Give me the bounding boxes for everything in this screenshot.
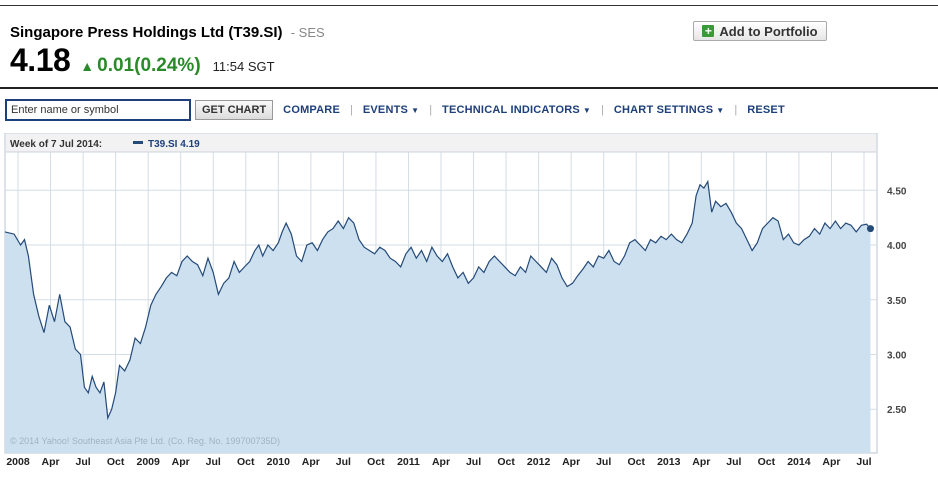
x-tick-year-label: 2009: [136, 456, 160, 468]
last-price-marker: [866, 225, 874, 233]
exchange-label: - SES: [290, 25, 325, 40]
x-tick-month-label: Apr: [692, 456, 710, 468]
legend-week-label: Week of 7 Jul 2014:: [10, 139, 102, 150]
add-to-portfolio-label: Add to Portfolio: [719, 23, 818, 39]
x-tick-year-label: 2013: [657, 456, 681, 468]
get-chart-button[interactable]: GET CHART: [195, 100, 274, 120]
x-tick-month-label: Apr: [172, 456, 190, 468]
x-tick-year-label: 2012: [527, 456, 551, 468]
x-tick-month-label: Jul: [76, 456, 91, 468]
x-tick-month-label: Oct: [367, 456, 385, 468]
up-arrow-icon: ▲: [80, 58, 95, 74]
x-tick-year-label: 2011: [397, 456, 420, 468]
chart-settings-label: CHART SETTINGS: [613, 104, 714, 116]
chevron-down-icon: ▼: [582, 106, 592, 115]
x-tick-month-label: Jul: [856, 456, 871, 468]
reset-link[interactable]: RESET: [747, 104, 785, 116]
price-row: 4.18 ▲ 0.01 (0.24%) 11:54 SGT: [10, 42, 275, 78]
y-tick-label: 4.50: [887, 186, 907, 197]
chevron-down-icon: ▼: [411, 106, 420, 115]
top-rule: [0, 5, 938, 6]
compare-link[interactable]: COMPARE: [283, 104, 340, 116]
events-label: EVENTS: [362, 104, 409, 116]
company-name: Singapore Press Holdings Ltd (T39.SI): [10, 24, 283, 41]
events-menu[interactable]: EVENTS ▼: [363, 104, 419, 116]
toolbar-separator: |: [601, 104, 604, 116]
chart-settings-menu[interactable]: CHART SETTINGS ▼: [614, 104, 724, 116]
y-tick-label: 3.00: [887, 350, 907, 361]
x-tick-month-label: Oct: [627, 456, 645, 468]
x-axis-ticks: 2008 Apr Jul Oct 2009 Apr Jul Oct 2010 Apr Jul Oct 2…: [6, 456, 871, 468]
technical-indicators-menu[interactable]: TECHNICAL INDICATORS ▼: [442, 104, 591, 116]
x-tick-month-label: Apr: [562, 456, 580, 468]
x-tick-year-label: 2010: [267, 456, 291, 468]
price-chart: 2.50 3.00 3.50 4.00 4.50 2008 Apr Jul Oct 2009 Ap…: [0, 132, 938, 472]
header-divider: [0, 87, 938, 89]
legend-swatch: [133, 141, 143, 144]
x-tick-month-label: Apr: [302, 456, 320, 468]
legend-bar: [6, 134, 876, 152]
x-tick-month-label: Jul: [206, 456, 221, 468]
legend-series-label: T39.SI 4.19: [148, 139, 200, 150]
toolbar-separator: |: [734, 104, 738, 116]
x-tick-month-label: Oct: [497, 456, 515, 468]
price-chart-svg: 2.50 3.00 3.50 4.00 4.50 2008 Apr Jul Oct 2009 Ap…: [4, 132, 907, 468]
chevron-down-icon: ▼: [716, 106, 725, 115]
change-value: 0.01: [97, 55, 135, 76]
technical-indicators-label: TECHNICAL INDICATORS: [442, 104, 580, 116]
x-tick-month-label: Jul: [596, 456, 611, 468]
plus-icon: +: [702, 25, 715, 37]
price-line: [4, 179, 871, 421]
x-tick-month-label: Apr: [42, 456, 60, 468]
y-tick-label: 4.00: [887, 241, 907, 252]
symbol-search-input[interactable]: [5, 99, 191, 121]
x-tick-month-label: Apr: [822, 456, 840, 468]
add-to-portfolio-button[interactable]: + Add to Portfolio: [693, 21, 827, 41]
change-percent: (0.24%): [134, 55, 201, 76]
copyright-text: © 2014 Yahoo! Southeast Asia Pte Ltd. (C…: [10, 436, 280, 446]
y-tick-label: 3.50: [887, 296, 907, 307]
x-tick-month-label: Oct: [107, 456, 125, 468]
toolbar-separator: |: [349, 104, 353, 116]
y-axis-ticks: 2.50 3.00 3.50 4.00 4.50: [887, 186, 907, 416]
x-tick-month-label: Apr: [432, 456, 450, 468]
price-change: ▲ 0.01 (0.24%): [80, 55, 200, 77]
x-tick-year-label: 2008: [6, 456, 30, 468]
x-tick-month-label: Oct: [758, 456, 776, 468]
x-tick-year-label: 2014: [787, 456, 811, 468]
quote-time: 11:54 SGT: [212, 59, 275, 74]
chart-toolbar: GET CHART COMPARE | EVENTS▼ | TECHNICAL …: [5, 99, 785, 121]
price-area: [5, 181, 871, 453]
x-tick-month-label: Jul: [466, 456, 481, 468]
y-tick-label: 2.50: [887, 405, 907, 416]
x-tick-month-label: Jul: [726, 456, 741, 468]
last-price: 4.18: [10, 42, 71, 78]
toolbar-separator: |: [429, 104, 433, 116]
x-tick-month-label: Jul: [336, 456, 351, 468]
x-tick-month-label: Oct: [237, 456, 255, 468]
quote-title: Singapore Press Holdings Ltd (T39.SI) - …: [10, 24, 325, 41]
